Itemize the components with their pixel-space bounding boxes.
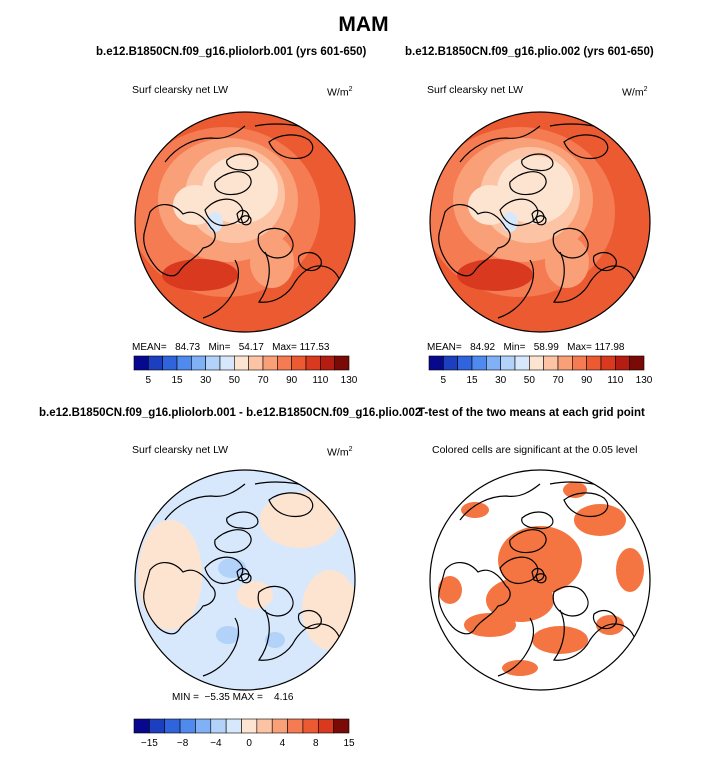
panel-3-subtitle: Surf clearsky net LW: [132, 444, 229, 456]
colorbar-swatch: [586, 355, 602, 371]
colorbar-swatch: [205, 355, 221, 371]
panel-2-title: b.e12.B1850CN.f09_g16.plio.002 (yrs 601-…: [405, 46, 654, 58]
colorbar-label: 4: [280, 738, 286, 749]
colorbar-label: 90: [286, 375, 298, 386]
colorbar-swatch: [148, 355, 163, 371]
colorbar-label: 90: [581, 375, 593, 386]
colorbar-swatch: [600, 355, 616, 371]
colorbar-swatch: [572, 355, 587, 371]
colorbar-swatch: [262, 355, 278, 371]
colorbar-swatch: [305, 355, 321, 371]
colorbar-label: 50: [229, 375, 241, 386]
colorbar-label: −4: [210, 738, 222, 749]
colorbar-swatch: [629, 355, 645, 371]
figure-title: MAM: [338, 13, 389, 36]
colorbar-label: 8: [313, 738, 319, 749]
map-panel-1: [135, 112, 355, 332]
panel-2-subtitle: Surf clearsky net LW: [427, 84, 524, 96]
colorbar-label: 110: [607, 375, 623, 386]
panel-3-title: b.e12.B1850CN.f09_g16.pliolorb.001 - b.e…: [39, 407, 422, 419]
panel-4-title: T-test of the two means at each grid poi…: [418, 407, 645, 419]
colorbar-panel-3: −15 −8 −4 0 4 8 15: [133, 718, 355, 749]
map-boundary-4: [429, 469, 651, 691]
colorbar-label: 30: [495, 375, 507, 386]
colorbar-swatch: [443, 355, 458, 371]
colorbar-swatch: [428, 355, 444, 371]
colorbar-swatch: [179, 718, 196, 734]
colorbar-swatch: [514, 355, 530, 371]
colorbar-swatch: [486, 355, 501, 371]
colorbar-label: −15: [141, 738, 158, 749]
panel-1-subtitle: Surf clearsky net LW: [132, 84, 229, 96]
significant-cells: [438, 482, 644, 676]
map-boundary-2: [429, 111, 651, 333]
colorbar-label: 50: [524, 375, 536, 386]
panel-1-stats: MEAN= 84.73 Min= 54.17 Max= 117.53: [132, 342, 330, 353]
colorbar-label: 130: [636, 375, 653, 386]
colorbar-swatch: [457, 355, 473, 371]
colorbar-swatch: [164, 718, 181, 734]
colorbar-swatch: [500, 355, 516, 371]
colorbar-label: 70: [552, 375, 564, 386]
panel-3-stats: MIN = −5.35 MAX = 4.16: [172, 692, 294, 703]
colorbar-swatch: [176, 355, 192, 371]
colorbar-label: −8: [177, 738, 189, 749]
colorbar-swatch: [302, 718, 319, 734]
colorbar-label: 15: [171, 375, 183, 386]
colorbar-swatch: [287, 718, 304, 734]
colorbar-label: 5: [146, 375, 152, 386]
panel-4-subtitle: Colored cells are significant at the 0.0…: [432, 444, 638, 456]
colorbar-label: 15: [466, 375, 478, 386]
panel-2-stats: MEAN= 84.92 Min= 58.99 Max= 117.98: [427, 342, 625, 353]
colorbar-swatch: [210, 718, 227, 734]
colorbar-swatch: [557, 355, 573, 371]
colorbar-label: 30: [200, 375, 212, 386]
colorbar-panel-2: 5 15 30 50 70 90 110 130: [428, 355, 653, 386]
colorbar-swatch: [241, 718, 258, 734]
colorbar-label: 110: [312, 375, 328, 386]
colorbar-swatch: [317, 718, 334, 734]
colorbar-swatch: [277, 355, 292, 371]
colorbar-label: 0: [246, 738, 252, 749]
colorbar-label: 130: [341, 375, 358, 386]
colorbar-panel-1: 5 15 30 50 70 90 110 130: [133, 355, 358, 386]
colorbar-swatch: [219, 355, 235, 371]
map-boundary-1: [134, 111, 356, 333]
colorbar-swatch: [334, 355, 350, 371]
colorbar-swatch: [234, 355, 249, 371]
colorbar-label: 70: [257, 375, 269, 386]
colorbar-swatch: [195, 718, 212, 734]
colorbar-swatch: [291, 355, 307, 371]
colorbar-swatch: [543, 355, 559, 371]
colorbar-swatch: [271, 718, 288, 734]
colorbar-swatch: [248, 355, 264, 371]
colorbar-swatch: [191, 355, 206, 371]
colorbar-swatch: [133, 355, 149, 371]
colorbar-label: 5: [441, 375, 447, 386]
map-panel-2: [430, 112, 650, 332]
panel-3-units: W/m2: [327, 446, 353, 459]
colorbar-label: 15: [343, 738, 355, 749]
colorbar-swatch: [256, 718, 273, 734]
colorbar-swatch: [162, 355, 178, 371]
colorbar-swatch: [615, 355, 630, 371]
colorbar-swatch: [333, 718, 350, 734]
panel-1-title: b.e12.B1850CN.f09_g16.pliolorb.001 (yrs …: [96, 46, 367, 58]
map-boundary-3: [134, 469, 356, 691]
colorbar-swatch: [320, 355, 335, 371]
colorbar-swatch: [225, 718, 242, 734]
colorbar-swatch: [529, 355, 544, 371]
colorbar-swatch: [149, 718, 166, 734]
panel-1-units: W/m2: [327, 86, 353, 99]
map-panel-4: [430, 470, 650, 690]
panel-2-units: W/m2: [622, 86, 648, 99]
colorbar-swatch: [471, 355, 487, 371]
colorbar-swatch: [133, 718, 150, 734]
map-panel-3: [135, 470, 355, 690]
